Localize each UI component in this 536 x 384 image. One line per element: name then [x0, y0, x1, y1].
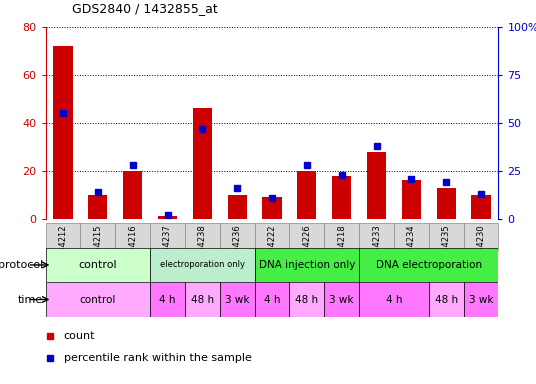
Bar	[150, 248, 255, 282]
Bar	[263, 197, 281, 219]
Bar	[46, 223, 80, 250]
Bar	[359, 248, 498, 282]
Bar	[324, 282, 359, 317]
Bar	[297, 171, 316, 219]
Bar	[150, 282, 185, 317]
Text: GSM154230: GSM154230	[477, 224, 486, 275]
Bar	[464, 282, 498, 317]
Text: control: control	[78, 260, 117, 270]
Bar	[150, 223, 185, 250]
Text: GSM154238: GSM154238	[198, 224, 207, 275]
Text: GSM154212: GSM154212	[58, 224, 68, 275]
Bar	[464, 223, 498, 250]
Bar	[88, 195, 107, 219]
Text: 4 h: 4 h	[264, 295, 280, 305]
Text: protocol: protocol	[0, 260, 43, 270]
Text: control: control	[80, 295, 116, 305]
Bar	[429, 223, 464, 250]
Bar	[46, 282, 150, 317]
Text: GSM154234: GSM154234	[407, 224, 416, 275]
Text: electroporation only: electroporation only	[160, 260, 245, 270]
Bar	[359, 223, 394, 250]
Text: DNA electroporation: DNA electroporation	[376, 260, 482, 270]
Text: percentile rank within the sample: percentile rank within the sample	[64, 353, 251, 362]
Bar	[429, 282, 464, 317]
Text: GSM154235: GSM154235	[442, 224, 451, 275]
Bar	[359, 282, 429, 317]
Text: 3 wk: 3 wk	[225, 295, 249, 305]
Bar	[402, 180, 421, 219]
Bar	[255, 248, 359, 282]
Bar	[193, 108, 212, 219]
Text: GSM154222: GSM154222	[267, 224, 277, 275]
Bar	[46, 248, 150, 282]
Text: 48 h: 48 h	[295, 295, 318, 305]
Text: 48 h: 48 h	[435, 295, 458, 305]
Bar	[220, 223, 255, 250]
Bar	[289, 223, 324, 250]
Text: time: time	[18, 295, 43, 305]
Text: GSM154236: GSM154236	[233, 224, 242, 275]
Bar	[158, 217, 177, 219]
Bar	[332, 176, 351, 219]
Bar	[437, 188, 456, 219]
Text: GSM154233: GSM154233	[372, 224, 381, 275]
Bar	[220, 282, 255, 317]
Bar	[115, 223, 150, 250]
Text: GDS2840 / 1432855_at: GDS2840 / 1432855_at	[72, 2, 218, 15]
Bar	[367, 152, 386, 219]
Text: GSM154237: GSM154237	[163, 224, 172, 275]
Bar	[472, 195, 490, 219]
Bar	[289, 282, 324, 317]
Text: GSM154218: GSM154218	[337, 224, 346, 275]
Bar	[255, 223, 289, 250]
Bar	[80, 223, 115, 250]
Text: GSM154226: GSM154226	[302, 224, 311, 275]
Text: 48 h: 48 h	[191, 295, 214, 305]
Text: 3 wk: 3 wk	[330, 295, 354, 305]
Bar	[123, 171, 142, 219]
Bar	[324, 223, 359, 250]
Text: 3 wk: 3 wk	[469, 295, 493, 305]
Text: GSM154216: GSM154216	[128, 224, 137, 275]
Bar	[54, 46, 72, 219]
Bar	[255, 282, 289, 317]
Text: 4 h: 4 h	[386, 295, 402, 305]
Bar	[185, 282, 220, 317]
Text: DNA injection only: DNA injection only	[259, 260, 355, 270]
Text: count: count	[64, 331, 95, 341]
Bar	[228, 195, 247, 219]
Bar	[394, 223, 429, 250]
Text: GSM154215: GSM154215	[93, 224, 102, 275]
Text: 4 h: 4 h	[159, 295, 176, 305]
Bar	[185, 223, 220, 250]
